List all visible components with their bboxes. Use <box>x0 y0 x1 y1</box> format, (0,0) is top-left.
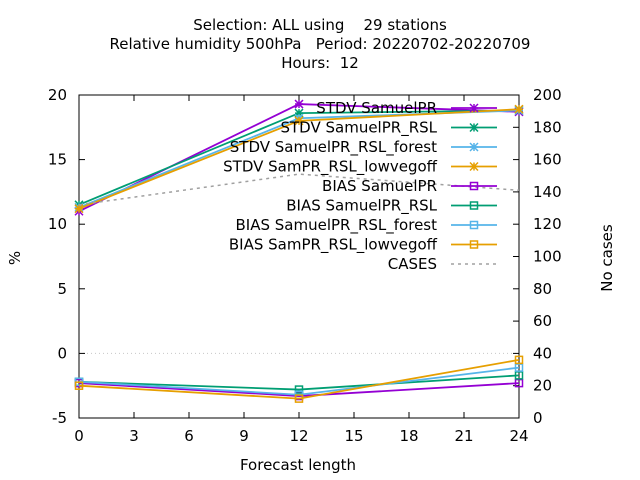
y-tick-label: 15 <box>48 151 67 169</box>
legend-entry-4: STDV SamPR_RSL_lowvegoff <box>223 158 497 177</box>
legend-label: BIAS SamuelPR <box>322 177 437 195</box>
x-axis-label: Forecast length <box>240 456 356 474</box>
legend-entry-9: CASES <box>388 255 497 273</box>
x-tick-label: 0 <box>74 427 84 445</box>
legend-label: BIAS SamuelPR_RSL <box>286 197 437 216</box>
legend-entry-2: STDV SamuelPR_RSL <box>281 119 497 138</box>
data-point <box>294 385 304 394</box>
legend-label: STDV SamuelPR_RSL_forest <box>230 138 437 157</box>
y-tick-label: 5 <box>57 280 67 298</box>
legend-label: STDV SamPR_RSL_lowvegoff <box>223 158 438 177</box>
legend-entry-3: STDV SamuelPR_RSL_forest <box>230 138 497 157</box>
x-tick-label: 15 <box>344 427 363 445</box>
legend-entry-5: BIAS SamuelPR <box>322 177 497 195</box>
legend-marker <box>469 103 479 113</box>
data-point <box>74 204 84 214</box>
legend-entry-8: BIAS SamPR_RSL_lowvegoff <box>229 236 497 255</box>
data-point <box>514 355 524 365</box>
y2-axis-label: No cases <box>598 224 616 292</box>
legend-entry-7: BIAS SamuelPR_RSL_forest <box>236 216 497 235</box>
y2-tick-label: 20 <box>533 377 552 395</box>
data-point <box>514 378 524 388</box>
y2-tick-label: 100 <box>533 248 562 266</box>
legend-label: BIAS SamPR_RSL_lowvegoff <box>229 236 438 255</box>
legend-label: CASES <box>388 255 437 273</box>
data-point <box>294 99 304 109</box>
legend-marker <box>469 122 479 133</box>
x-tick-label: 24 <box>509 427 528 445</box>
y-tick-label: -5 <box>52 409 67 427</box>
legend-label: STDV SamuelPR_RSL <box>281 119 438 138</box>
legend-marker <box>469 240 479 249</box>
y2-tick-label: 0 <box>533 409 543 427</box>
axes <box>78 94 520 419</box>
legend-marker <box>469 220 479 230</box>
x-tick-label: 3 <box>129 427 139 445</box>
title-line-parameter-period: Relative humidity 500hPa Period: 2022070… <box>109 35 531 53</box>
data-point <box>514 363 524 372</box>
y2-tick-label: 140 <box>533 183 562 201</box>
x-tick-label: 12 <box>289 427 308 445</box>
y2-tick-label: 120 <box>533 215 562 233</box>
x-tick-label: 21 <box>454 427 473 445</box>
x-tick-label: 6 <box>184 427 194 445</box>
series-4 <box>74 104 524 214</box>
x-tick-label: 18 <box>399 427 418 445</box>
legend-marker <box>469 142 479 152</box>
y2-tick-label: 80 <box>533 280 552 298</box>
y2-tick-label: 180 <box>533 118 562 136</box>
y-tick-label: 10 <box>48 215 67 233</box>
y2-tick-label: 60 <box>533 312 552 330</box>
data-point <box>514 104 524 114</box>
plot-area <box>74 99 524 403</box>
legend-entry-1: STDV SamuelPR <box>316 99 497 117</box>
data-point <box>294 116 304 126</box>
series-line <box>78 358 520 400</box>
series-8 <box>74 355 524 403</box>
legend-marker <box>469 201 479 210</box>
y-tick-label: 20 <box>48 86 67 104</box>
data-point <box>74 381 84 390</box>
y2-tick-label: 200 <box>533 86 562 104</box>
data-point <box>514 371 524 380</box>
data-point <box>294 394 304 403</box>
y-axis-label: % <box>6 251 24 265</box>
tick-labels: 0 3 6 9 12 15 18 21 24-5051015200204060801001201… <box>48 86 562 445</box>
legend-label: STDV SamuelPR <box>316 99 437 117</box>
x-tick-label: 9 <box>239 427 249 445</box>
series-line <box>78 382 520 397</box>
legend-entry-6: BIAS SamuelPR_RSL <box>286 197 497 216</box>
y2-tick-label: 40 <box>533 344 552 362</box>
legend-marker <box>469 181 479 191</box>
y-tick-label: 0 <box>57 344 67 362</box>
legend-label: BIAS SamuelPR_RSL_forest <box>236 216 438 235</box>
y2-tick-label: 160 <box>533 151 562 169</box>
legend-marker <box>469 161 479 172</box>
title-line-selection: Selection: ALL using 29 stations <box>193 16 447 34</box>
title-line-hours: Hours: 12 <box>281 54 359 72</box>
chart-title: Selection: ALL using 29 stations Relativ… <box>0 16 640 73</box>
data-point <box>294 108 304 118</box>
series-line <box>78 374 520 391</box>
